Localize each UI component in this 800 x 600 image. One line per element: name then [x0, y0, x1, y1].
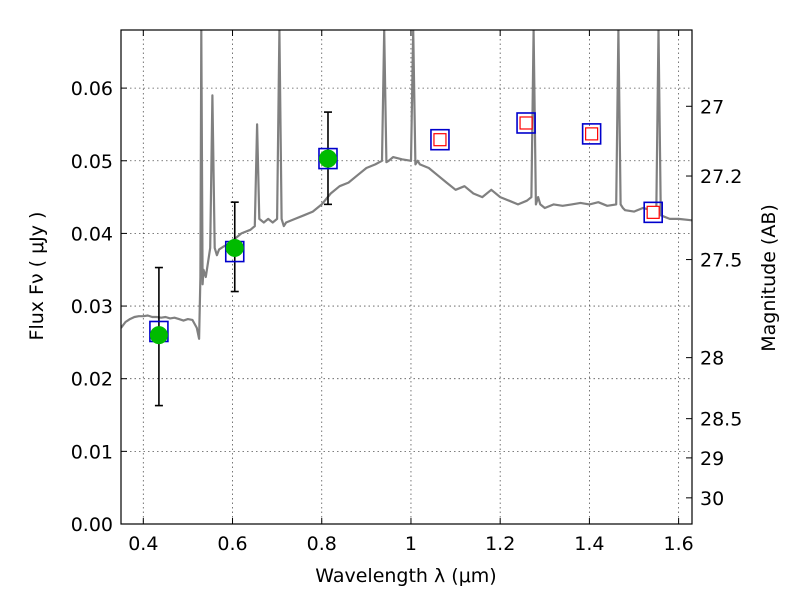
y2-tick-label: 28.5 — [700, 409, 742, 431]
x-tick-label: 0.8 — [307, 533, 337, 555]
upper-box — [585, 127, 599, 141]
photometry-point — [318, 149, 337, 168]
upper-box — [646, 205, 660, 219]
x-tick-label: 1.2 — [485, 533, 515, 555]
y-tick-label: 0.04 — [71, 223, 113, 245]
y2-tick-label: 27.2 — [700, 166, 742, 188]
spectrum-line — [121, 30, 692, 340]
plot-frame — [120, 29, 693, 525]
x-tick-label: 0.6 — [217, 533, 247, 555]
y2-tick-label: 27.5 — [700, 250, 742, 272]
y-tick-label: 0.00 — [71, 514, 113, 536]
y2-axis-title: Magnitude (AB) — [758, 204, 780, 352]
upper-box — [519, 116, 533, 130]
y-tick-label: 0.05 — [71, 151, 113, 173]
x-axis-ticks: 0.4 0.6 0.8 1 1.2 1.4 1.6 — [128, 30, 694, 555]
x-tick-label: 1 — [405, 533, 417, 555]
x-tick-label: 0.4 — [128, 533, 158, 555]
photometry-point — [225, 238, 244, 257]
y2-tick-label: 30 — [700, 488, 724, 510]
upper-box — [433, 133, 447, 147]
photometry-point — [149, 326, 168, 345]
photometry-point-layer — [149, 149, 337, 345]
x-axis-title: Wavelength λ (μm) — [315, 565, 496, 587]
y-axis-title: Flux Fν ( μJy ) — [26, 212, 48, 341]
upper-box-layer — [433, 116, 660, 219]
spectrum-layer — [121, 30, 692, 340]
model-box — [581, 123, 602, 145]
model-box — [516, 112, 536, 134]
x-tick-label: 1.4 — [574, 533, 604, 555]
y-axis-ticks: 0.00 0.01 0.02 0.03 0.04 0.05 0.06 — [71, 78, 127, 536]
y-tick-label: 0.03 — [71, 296, 113, 318]
y2-axis-ticks: 27 27.2 27.5 28 28.5 29 30 — [686, 96, 742, 510]
y2-tick-label: 27 — [700, 96, 724, 118]
y2-tick-label: 28 — [700, 348, 724, 370]
model-box — [643, 201, 663, 224]
model-box — [430, 128, 450, 151]
y2-tick-label: 29 — [700, 448, 724, 470]
y-tick-label: 0.01 — [71, 441, 113, 463]
y-tick-label: 0.02 — [71, 369, 113, 391]
x-tick-label: 1.6 — [664, 533, 694, 555]
y-tick-label: 0.06 — [71, 78, 113, 100]
